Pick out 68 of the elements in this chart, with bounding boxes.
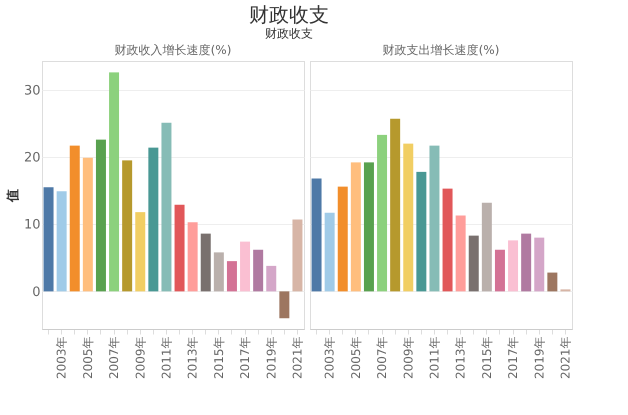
bar: [266, 266, 276, 292]
bar: [188, 222, 198, 292]
bar: [82, 158, 93, 292]
text: 财政收支: [265, 26, 314, 40]
bar: [122, 160, 132, 292]
x-tick-label: 2013年: [186, 336, 200, 380]
x-tick-label: 2015年: [212, 336, 226, 380]
x-tick-label: 2019年: [532, 336, 546, 380]
x-tick-label: 2015年: [480, 336, 494, 380]
x-tick-label: 2003年: [54, 336, 69, 380]
bar: [292, 220, 302, 292]
bar: [494, 250, 505, 292]
text: 财政收支: [249, 2, 330, 26]
y-axis-title: 值: [6, 189, 21, 203]
bar: [429, 146, 440, 292]
bar: [377, 134, 388, 292]
chart-title: 财政支出增长速度(%): [382, 43, 500, 57]
bar: [44, 187, 54, 292]
bar: [324, 212, 335, 292]
bar: [148, 148, 158, 292]
bar: [279, 291, 290, 318]
y-tick-label: 10: [24, 218, 40, 233]
bar: [214, 252, 224, 292]
bar: [482, 202, 492, 292]
bar: [226, 261, 237, 292]
bar: [161, 122, 172, 292]
x-tick-label: 2021年: [290, 336, 304, 380]
x-tick-label: 2011年: [427, 336, 442, 380]
bar: [442, 188, 453, 292]
bar: [350, 162, 361, 292]
bar: [468, 236, 479, 292]
x-tick-label: 2005年: [80, 336, 95, 380]
bar: [240, 242, 250, 292]
x-tick-label: 2019年: [264, 336, 278, 380]
x-tick-label: 2009年: [133, 336, 148, 380]
bar: [521, 234, 532, 292]
x-tick-label: 2017年: [506, 336, 520, 380]
bar: [403, 144, 414, 292]
x-tick-label: 2013年: [454, 336, 468, 380]
bar: [547, 272, 558, 292]
y-tick-label: 20: [24, 150, 40, 166]
y-tick-label: 30: [24, 83, 40, 98]
bar: [70, 146, 80, 292]
x-tick-label: 2011年: [159, 336, 174, 380]
bar: [390, 118, 400, 292]
bar: [109, 72, 120, 292]
bar: [56, 191, 67, 292]
chart-title: 财政收入增长速度(%): [114, 43, 232, 57]
bar: [135, 212, 146, 292]
bar: [364, 162, 374, 292]
bar: [253, 250, 264, 292]
bar: [200, 234, 211, 292]
bar: [96, 140, 106, 292]
y-tick-label: 0: [32, 284, 40, 300]
x-tick-label: 2021年: [558, 336, 572, 380]
bar: [534, 238, 544, 292]
x-tick-label: 2003年: [322, 336, 337, 380]
x-tick-label: 2005年: [348, 336, 363, 380]
bar: [456, 215, 466, 292]
bar: [416, 172, 426, 292]
x-tick-label: 2007年: [107, 336, 122, 380]
x-tick-label: 2017年: [238, 336, 252, 380]
bar: [312, 178, 322, 292]
bar: [174, 204, 185, 292]
bar: [338, 186, 348, 292]
bar: [508, 240, 518, 292]
x-tick-label: 2007年: [375, 336, 390, 380]
x-tick-label: 2009年: [401, 336, 416, 380]
